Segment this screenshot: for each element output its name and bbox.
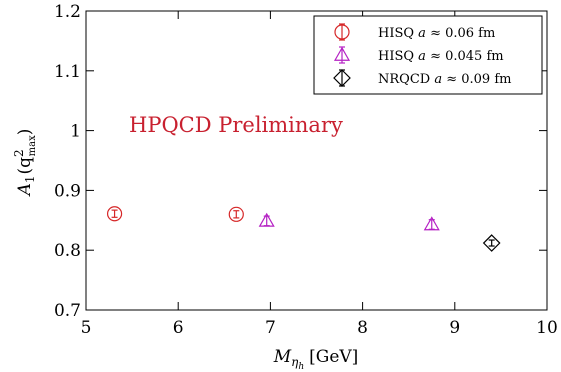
x-tick-label: 6: [173, 318, 184, 338]
legend-markers: [333, 23, 351, 87]
legend-marker: [333, 46, 351, 64]
x-tick-label: 5: [81, 318, 92, 338]
plot-area: [85, 10, 548, 311]
data-point: [482, 234, 501, 252]
annotation-hpqcd-preliminary: HPQCD Preliminary: [129, 113, 343, 137]
data-point: [106, 206, 123, 222]
x-tick-label: 10: [536, 318, 558, 338]
marker-circle: [228, 206, 244, 222]
y-tick-label: 1.2: [54, 2, 81, 22]
y-tick-label: 0.7: [54, 301, 81, 321]
y-tick-label: 0.9: [54, 181, 81, 201]
legend-box: [313, 15, 543, 95]
legend-entry-nrqcd-009: NRQCD a ≈ 0.09 fm: [378, 72, 511, 87]
legend-marker: [333, 69, 351, 87]
marker-circle: [106, 206, 123, 222]
y-axis-label: A1(q2max): [12, 129, 38, 198]
legend-entry-hisq-006: HISQ a ≈ 0.06 fm: [378, 26, 495, 41]
legend-entry-hisq-0045: HISQ a ≈ 0.045 fm: [378, 49, 504, 64]
x-axis-label: Mηh [GeV]: [273, 347, 359, 372]
marker-diamond: [482, 234, 501, 252]
data-point: [228, 206, 244, 222]
legend-marker: [334, 23, 350, 41]
y-tick-label: 0.8: [54, 241, 81, 261]
y-tick-label: 1: [70, 122, 81, 142]
x-tick-label: 8: [357, 318, 368, 338]
legend: HISQ a ≈ 0.06 fm HISQ a ≈ 0.045 fm NRQCD…: [313, 15, 543, 95]
tick-labels: 5 6 7 8 9 10 0.7 0.8 0.9 1 1.1 1.2: [54, 2, 558, 338]
data-points: [106, 206, 501, 252]
data-point: [423, 216, 440, 231]
y-tick-label: 1.1: [54, 62, 81, 82]
data-point: [258, 212, 275, 227]
x-tick-label: 9: [449, 318, 460, 338]
x-tick-label: 7: [265, 318, 276, 338]
